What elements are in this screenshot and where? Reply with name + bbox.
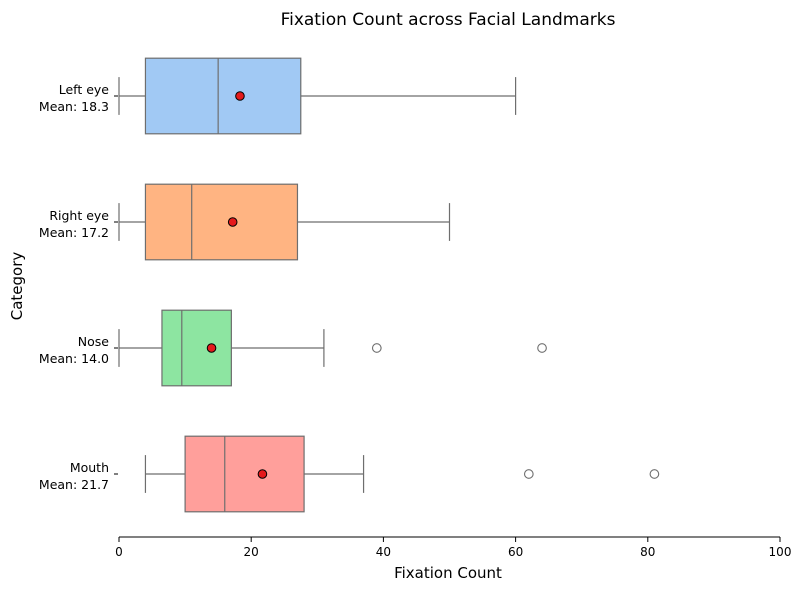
x-tick-label: 20 [244,545,259,559]
outlier-point [649,469,660,479]
x-axis-label: Fixation Count [394,564,502,582]
iqr-box [144,183,299,261]
category-label: Right eye [49,208,109,223]
x-tick-label: 100 [769,545,792,559]
box-group: Nose Mean: 14.0 [39,309,547,387]
outlier-point [537,343,547,353]
box-group: Left eye Mean: 18.3 [39,57,517,135]
box-group: Mouth Mean: 21.7 [39,435,660,513]
category-mean-label: Mean: 17.2 [39,225,109,240]
axes: 0 20 40 60 80 100 [115,536,792,559]
y-axis-label: Category [8,252,26,321]
iqr-box [161,309,232,387]
x-tick-label: 40 [376,545,391,559]
outlier-point [523,469,534,479]
x-tick-label: 0 [115,545,123,559]
iqr-box [144,57,302,135]
category-label: Left eye [59,82,110,97]
category-label: Nose [78,334,110,349]
x-tick-label: 80 [640,545,655,559]
category-mean-label: Mean: 14.0 [39,351,109,366]
category-mean-label: Mean: 21.7 [39,477,109,492]
iqr-box [184,435,305,513]
x-tick-label: 60 [508,545,523,559]
chart-title: Fixation Count across Facial Landmarks [281,10,616,30]
mean-marker [227,217,238,227]
box-group: Right eye Mean: 17.2 [39,183,451,261]
mean-marker [206,343,217,353]
category-mean-label: Mean: 18.3 [39,99,109,114]
category-label: Mouth [70,460,109,475]
mean-marker [235,91,245,101]
mean-marker [257,469,268,479]
box-series: Left eye Mean: 18.3 Right eye Mean: 17.2 Nos… [39,57,660,513]
outlier-point [371,343,382,353]
